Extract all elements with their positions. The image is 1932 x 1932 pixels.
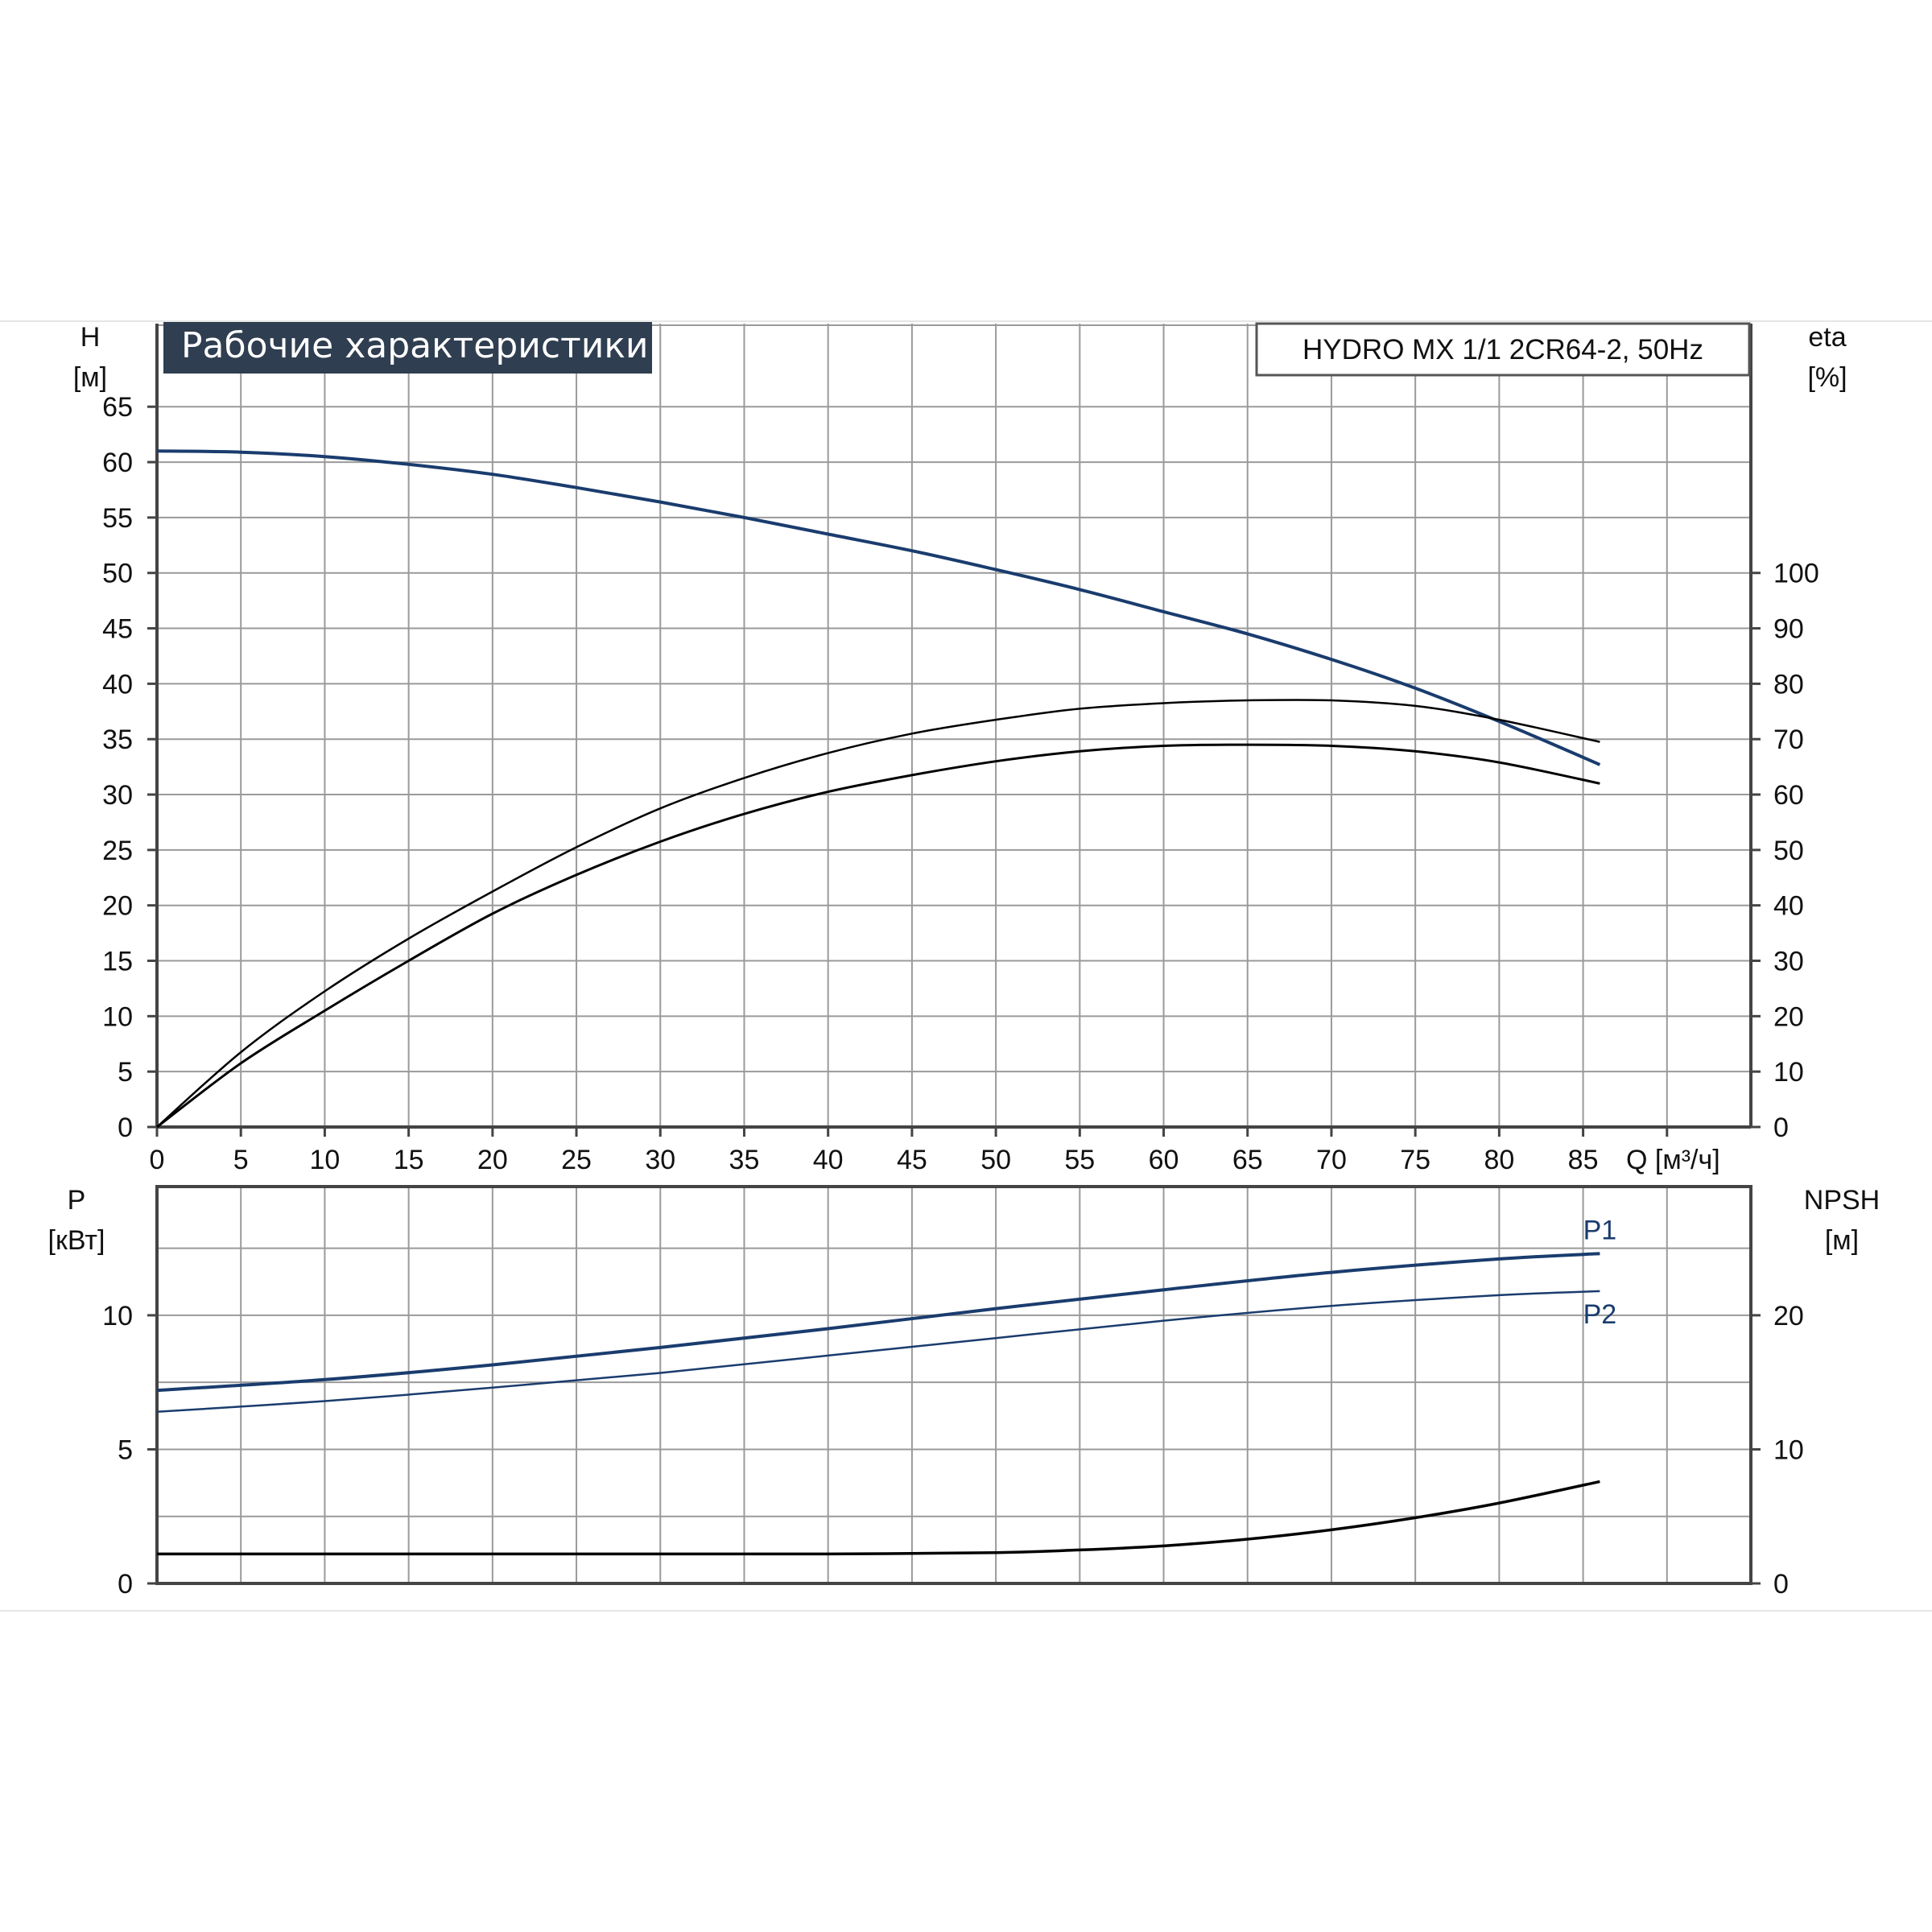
efficiency-axis-unit: [%] (1807, 362, 1847, 393)
flow-axis-title: Q [м³/ч] (1626, 1145, 1720, 1175)
lower-chart-series: P1 P2 (156, 1215, 1617, 1556)
x-tick-label: 85 (1568, 1145, 1599, 1175)
head-tick-label: 45 (102, 614, 133, 645)
head-tick-label: 60 (102, 448, 133, 478)
efficiency-tick-label: 0 (1773, 1113, 1789, 1143)
npsh-tick-label: 0 (1773, 1569, 1789, 1600)
npsh-tick-label: 10 (1773, 1435, 1804, 1465)
top-separator (0, 320, 1932, 322)
upper-chart-ticks: 0 5 10 15 20 25 30 35 40 45 50 55 60 65 70 75 80 85 0 5 10 15… (102, 392, 1819, 1175)
x-tick-label: 50 (980, 1145, 1011, 1175)
bottom-separator (0, 1610, 1932, 1612)
upper-chart-series (156, 449, 1601, 1129)
power-tick-label: 10 (102, 1301, 133, 1331)
x-tick-label: 75 (1400, 1145, 1430, 1175)
upper-chart-grid (157, 324, 1751, 1127)
x-tick-label: 65 (1232, 1145, 1263, 1175)
efficiency-tick-label: 10 (1773, 1057, 1804, 1088)
power-p1-curve (156, 1252, 1600, 1393)
head-tick-label: 10 (102, 1001, 133, 1032)
x-tick-label: 45 (897, 1145, 927, 1175)
power-tick-label: 5 (118, 1435, 133, 1465)
x-tick-label: 25 (561, 1145, 592, 1175)
head-curve (156, 449, 1601, 766)
head-tick-label: 30 (102, 780, 133, 811)
x-tick-label: 35 (729, 1145, 760, 1175)
efficiency-tick-label: 40 (1773, 891, 1804, 922)
efficiency-tick-label: 80 (1773, 669, 1804, 700)
x-tick-label: 0 (150, 1145, 165, 1175)
model-label: HYDRO MX 1/1 2CR64-2, 50Hz (1302, 334, 1703, 365)
head-axis-unit: [м] (73, 362, 107, 393)
npsh-axis-title: NPSH (1804, 1185, 1880, 1216)
chart-title: Рабочие характеристики (181, 325, 649, 366)
x-tick-label: 10 (310, 1145, 341, 1175)
npsh-tick-label: 20 (1773, 1301, 1804, 1331)
efficiency-tick-label: 60 (1773, 780, 1804, 811)
efficiency-tick-label: 70 (1773, 724, 1804, 755)
lower-chart-ticks: 0 5 10 0 10 20 (102, 1301, 1804, 1600)
npsh-axis-unit: [м] (1825, 1225, 1859, 1256)
x-tick-label: 70 (1316, 1145, 1347, 1175)
x-tick-label: 30 (645, 1145, 675, 1175)
x-tick-label: 15 (394, 1145, 424, 1175)
npsh-curve (157, 1480, 1600, 1556)
lower-chart-frame (155, 1185, 1752, 1585)
efficiency-tick-label: 100 (1773, 559, 1819, 589)
lower-chart-grid (157, 1187, 1751, 1583)
power-p2-curve (156, 1290, 1600, 1414)
x-tick-label: 20 (477, 1145, 508, 1175)
head-tick-label: 65 (102, 392, 133, 423)
head-tick-label: 5 (118, 1057, 133, 1088)
power-axis-unit: [кВт] (48, 1225, 105, 1256)
chart-title-banner (163, 322, 652, 374)
x-tick-label: 60 (1149, 1145, 1179, 1175)
head-axis-title: H (80, 322, 101, 353)
efficiency-curve-1 (156, 699, 1600, 1128)
model-label-box (1255, 322, 1751, 377)
power-tick-label: 0 (118, 1569, 133, 1600)
efficiency-tick-label: 30 (1773, 947, 1804, 977)
efficiency-axis-title: eta (1808, 322, 1846, 353)
head-tick-label: 20 (102, 891, 133, 922)
efficiency-tick-label: 20 (1773, 1001, 1804, 1032)
head-tick-label: 0 (118, 1113, 133, 1143)
efficiency-curve-2 (156, 743, 1600, 1129)
curve-label-p1: P1 (1583, 1215, 1617, 1245)
x-tick-label: 80 (1484, 1145, 1514, 1175)
curve-label-p2: P2 (1583, 1299, 1617, 1330)
x-tick-label: 55 (1064, 1145, 1095, 1175)
head-tick-label: 50 (102, 559, 133, 589)
efficiency-tick-label: 90 (1773, 614, 1804, 645)
x-tick-label: 40 (813, 1145, 844, 1175)
head-tick-label: 15 (102, 947, 133, 977)
head-tick-label: 25 (102, 836, 133, 866)
x-tick-label: 5 (233, 1145, 249, 1175)
efficiency-tick-label: 50 (1773, 836, 1804, 866)
head-tick-label: 35 (102, 724, 133, 755)
head-tick-label: 55 (102, 503, 133, 534)
head-tick-label: 40 (102, 669, 133, 700)
power-axis-title: P (68, 1185, 86, 1216)
